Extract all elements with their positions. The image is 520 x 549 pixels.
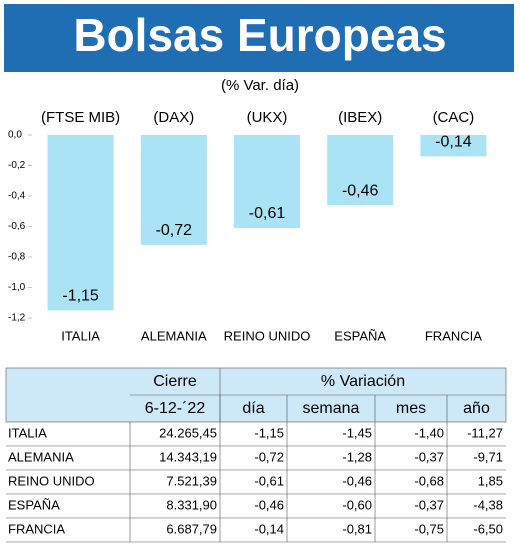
- index-label: (IBEX): [338, 109, 382, 126]
- table-cell: -0,46: [342, 473, 372, 488]
- y-tick-label: -1,2: [8, 313, 26, 324]
- table-cell: -11,27: [467, 425, 503, 440]
- table-cell: -1,40: [414, 425, 444, 440]
- table-cell: -9,71: [473, 449, 503, 464]
- table-cell: REINO UNIDO: [8, 473, 95, 488]
- table-cell: -0,37: [414, 449, 444, 464]
- table-cell: -0,60: [342, 497, 372, 512]
- value-label: -0,72: [156, 222, 193, 239]
- table-cell: ITALIA: [8, 425, 47, 440]
- x-tick-label: ESPAÑA: [334, 328, 386, 343]
- bar: [420, 135, 487, 157]
- table-subheader: año: [463, 400, 490, 417]
- table-cell: -1,15: [254, 425, 284, 440]
- table-cell: ESPAÑA: [8, 497, 60, 512]
- table-cell: FRANCIA: [8, 521, 65, 536]
- value-label: -0,14: [435, 134, 472, 151]
- table-header: Cierre: [153, 373, 197, 390]
- y-tick-label: -0,8: [8, 252, 26, 263]
- chart-subtitle: (% Var. día): [221, 77, 299, 94]
- table-cell: 6.687,79: [166, 521, 217, 536]
- table-cell: 14.343,19: [159, 449, 217, 464]
- table-cell: -6,50: [473, 521, 503, 536]
- table-cell: 1,85: [478, 473, 503, 488]
- table-subheader: día: [242, 400, 264, 417]
- table-cell: -0,14: [254, 521, 284, 536]
- bar: [140, 135, 207, 245]
- table-cell: -0,75: [414, 521, 444, 536]
- table-cell: -0,61: [254, 473, 284, 488]
- value-label: -0,46: [342, 182, 379, 199]
- value-label: -1,15: [62, 288, 99, 305]
- index-label: (CAC): [433, 109, 475, 126]
- table-subheader: 6-12-´22: [145, 400, 206, 417]
- y-tick-label: 0,0: [8, 130, 22, 141]
- table-cell: -4,38: [473, 497, 503, 512]
- index-label: (FTSE MIB): [41, 109, 120, 126]
- y-tick-label: -0,4: [8, 191, 26, 202]
- value-label: -0,61: [249, 205, 286, 222]
- table-cell: 24.265,45: [159, 425, 217, 440]
- table-cell: 8.331,90: [166, 497, 217, 512]
- table-cell: -0,81: [342, 521, 372, 536]
- table-cell: -1,28: [342, 449, 372, 464]
- y-tick-label: -1,0: [8, 282, 26, 293]
- y-tick-label: -0,2: [8, 160, 26, 171]
- bar: [47, 135, 114, 311]
- x-tick-label: ITALIA: [61, 328, 100, 343]
- title-banner: [4, 4, 514, 72]
- index-label: (DAX): [153, 109, 194, 126]
- table-subheader: semana: [303, 400, 360, 417]
- table: Cierre % Variación 6-12-´22 día semana mes año…: [5, 367, 507, 543]
- table-cell: -0,46: [254, 497, 284, 512]
- table-subheader: mes: [396, 400, 426, 417]
- table-cell: -1,45: [342, 425, 372, 440]
- chart-title: Bolsas Europeas: [73, 9, 446, 61]
- table-header: % Variación: [321, 373, 405, 390]
- x-tick-label: FRANCIA: [425, 328, 482, 343]
- table-cell: -0,72: [254, 449, 284, 464]
- table-cell: 7.521,39: [166, 473, 217, 488]
- x-tick-label: ALEMANIA: [141, 328, 207, 343]
- table-cell: -0,68: [414, 473, 444, 488]
- table-cell: -0,37: [414, 497, 444, 512]
- y-tick-label: -0,6: [8, 221, 26, 232]
- bar: [234, 135, 300, 229]
- bar: [327, 135, 394, 206]
- x-tick-label: REINO UNIDO: [224, 328, 311, 343]
- table-cell: ALEMANIA: [8, 449, 74, 464]
- index-label: (UKX): [247, 109, 288, 126]
